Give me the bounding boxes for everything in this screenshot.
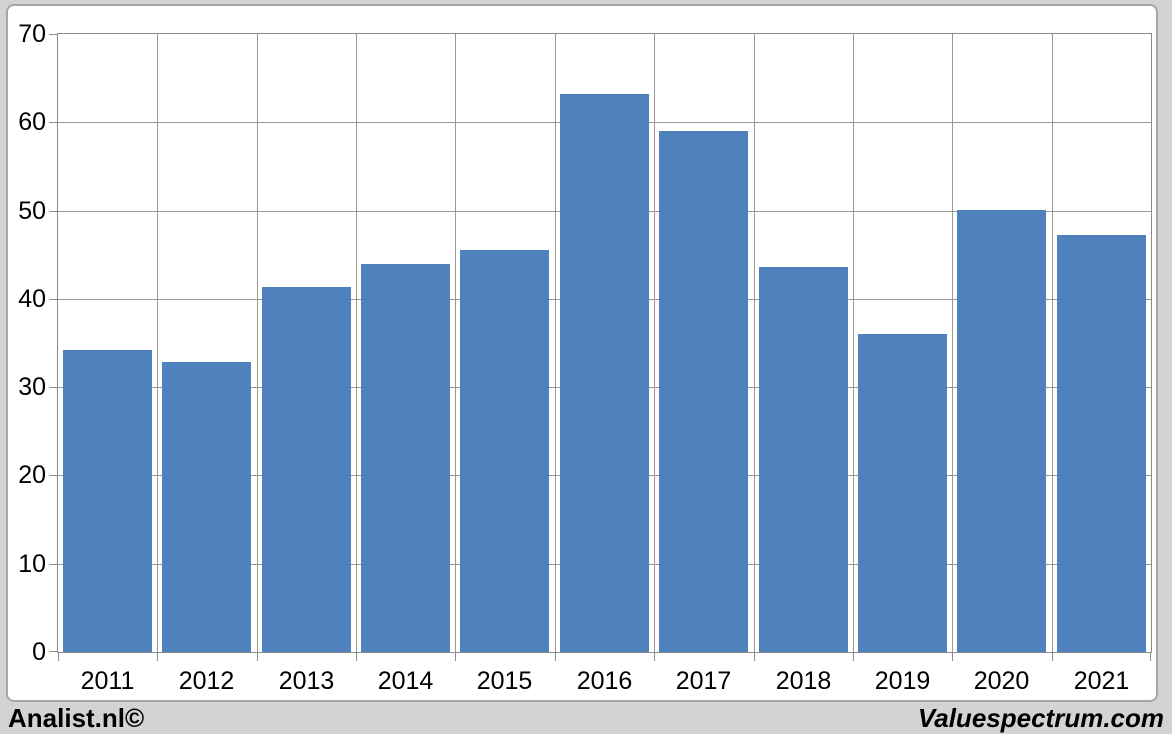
bar-2020: [957, 210, 1046, 652]
y-axis-tick-30: [49, 387, 58, 388]
bar-2018: [759, 267, 848, 652]
x-axis-tick-10: [1052, 652, 1053, 661]
bar-2014: [361, 264, 450, 652]
x-axis-label-2017: 2017: [675, 667, 732, 695]
gridline-v-8: [853, 34, 854, 652]
y-axis-label-0: 0: [32, 638, 46, 666]
x-axis-label-2016: 2016: [576, 667, 633, 695]
gridline-v-9: [952, 34, 953, 652]
bar-2015: [460, 250, 549, 652]
x-axis-tick-2: [257, 652, 258, 661]
bar-2016: [560, 94, 649, 652]
x-axis-label-2012: 2012: [178, 667, 235, 695]
x-axis-tick-5: [555, 652, 556, 661]
y-axis-label-50: 50: [18, 197, 46, 225]
x-axis-tick-7: [754, 652, 755, 661]
analist-brand-label: Analist.nl©: [8, 702, 145, 733]
valuespectrum-brand-label: Valuespectrum.com: [917, 702, 1164, 733]
plot-area: 70 60 50 40 30 20 10 0 2011 2012 2013 2014 2015 2016 2…: [18, 20, 1152, 695]
x-axis-tick-0: [58, 652, 59, 661]
bar-2021: [1057, 235, 1146, 652]
x-axis-tick-4: [455, 652, 456, 661]
x-axis-label-2020: 2020: [973, 667, 1030, 695]
x-axis-tick-3: [356, 652, 357, 661]
gridline-v-10: [1052, 34, 1053, 652]
chart-frame: 70 60 50 40 30 20 10 0 2011 2012 2013 2014 2015 2016 2…: [6, 4, 1158, 702]
y-axis-tick-50: [49, 211, 58, 212]
x-axis-tick-8: [853, 652, 854, 661]
y-axis-label-60: 60: [18, 108, 46, 136]
y-axis-label-20: 20: [18, 461, 46, 489]
x-axis-label-2019: 2019: [874, 667, 931, 695]
gridline-v-6: [654, 34, 655, 652]
x-axis-label-2018: 2018: [775, 667, 832, 695]
y-axis-label-30: 30: [18, 373, 46, 401]
y-axis-tick-0: [49, 651, 58, 652]
y-axis-tick-60: [49, 122, 58, 123]
x-axis-label-2013: 2013: [278, 667, 335, 695]
bar-2019: [858, 334, 947, 652]
footer-bar: Analist.nl© Valuespectrum.com: [0, 702, 1172, 734]
y-axis-label-10: 10: [18, 550, 46, 578]
y-axis-tick-40: [49, 299, 58, 300]
x-axis-label-2011: 2011: [80, 667, 135, 695]
x-axis-tick-1: [157, 652, 158, 661]
bar-2012: [162, 362, 251, 652]
bar-2017: [659, 131, 748, 652]
x-axis-tick-11: [1150, 652, 1151, 661]
y-axis-label-40: 40: [18, 285, 46, 313]
gridline-v-2: [257, 34, 258, 652]
x-axis-tick-6: [654, 652, 655, 661]
y-axis-tick-70: [49, 34, 58, 35]
gridline-v-5: [555, 34, 556, 652]
y-axis-label-70: 70: [18, 20, 46, 48]
x-axis-label-2021: 2021: [1073, 667, 1130, 695]
gridline-v-1: [157, 34, 158, 652]
gridline-v-7: [754, 34, 755, 652]
gridline-v-4: [455, 34, 456, 652]
y-axis-tick-10: [49, 564, 58, 565]
bar-2013: [262, 287, 351, 652]
bar-2011: [63, 350, 152, 652]
gridline-v-3: [356, 34, 357, 652]
x-axis-label-2015: 2015: [476, 667, 533, 695]
x-axis-label-2014: 2014: [377, 667, 434, 695]
x-axis-tick-9: [952, 652, 953, 661]
y-axis-tick-20: [49, 475, 58, 476]
